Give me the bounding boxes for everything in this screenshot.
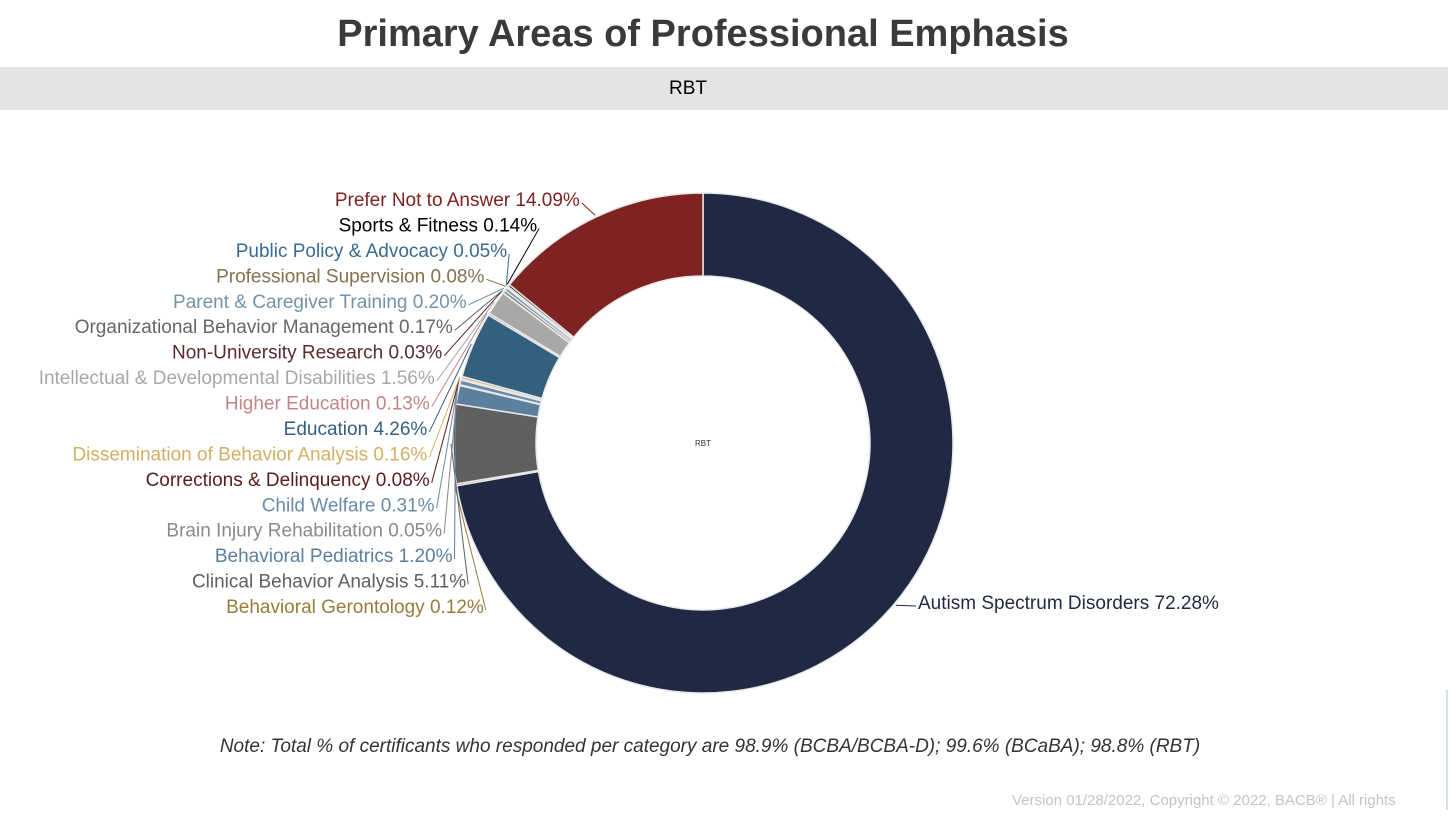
leader-line xyxy=(428,376,461,458)
value-label: 0.16% xyxy=(373,444,427,465)
slice-label: Sports & Fitness 0.14% xyxy=(339,215,538,236)
category-name: Higher Education xyxy=(225,394,371,415)
value-label: 0.17% xyxy=(399,317,453,338)
value-label: 0.05% xyxy=(453,241,507,262)
category-name: Sports & Fitness xyxy=(339,215,478,236)
leader-line xyxy=(454,289,503,331)
slice xyxy=(455,192,954,694)
category-name: Clinical Behavior Analysis xyxy=(192,572,409,593)
category-name: Behavioral Pediatrics xyxy=(215,546,393,567)
leader-line xyxy=(581,202,596,216)
slice-label: Corrections & Delinquency 0.08% xyxy=(146,470,430,491)
value-label: 4.26% xyxy=(373,419,427,440)
leader-line xyxy=(450,443,469,585)
value-label: 0.13% xyxy=(376,394,430,415)
value-label: 72.28% xyxy=(1155,593,1220,614)
leader-line xyxy=(468,287,505,306)
leader-line xyxy=(486,278,506,287)
value-label: 1.56% xyxy=(381,368,435,389)
footer: Version 01/28/2022, Copyright © 2022, BA… xyxy=(1012,792,1396,809)
category-name: Professional Supervision xyxy=(216,266,425,287)
category-name: Intellectual & Developmental Disabilitie… xyxy=(39,368,376,389)
category-name: Prefer Not to Answer xyxy=(335,190,511,211)
category-name: Corrections & Delinquency xyxy=(146,470,371,491)
slice-label: Public Policy & Advocacy 0.05% xyxy=(236,241,508,262)
subtitle-band xyxy=(0,67,1448,110)
subtitle: RBT xyxy=(669,78,707,99)
category-name: Autism Spectrum Disorders xyxy=(918,593,1149,614)
category-name: Behavioral Gerontology xyxy=(226,597,425,618)
category-name: Parent & Caregiver Training xyxy=(173,292,407,313)
leader-line xyxy=(436,381,460,509)
value-label: 1.20% xyxy=(399,546,453,567)
slice-label: Professional Supervision 0.08% xyxy=(216,266,484,287)
leader-line xyxy=(505,253,510,286)
value-label: 0.08% xyxy=(430,266,484,287)
slice xyxy=(508,192,704,339)
value-label: 0.20% xyxy=(413,292,467,313)
leader-line xyxy=(443,384,459,534)
slice-label: Behavioral Gerontology 0.12% xyxy=(226,597,484,618)
leader-line xyxy=(428,343,472,433)
slice-label: Education 4.26% xyxy=(284,419,428,440)
category-name: Organizational Behavior Management xyxy=(75,317,395,338)
value-label: 0.31% xyxy=(381,495,435,516)
slice-label: Brain Injury Rehabilitation 0.05% xyxy=(166,521,442,542)
leader-line xyxy=(443,291,502,356)
leader-line xyxy=(895,604,917,607)
leader-line xyxy=(506,228,540,285)
leader-line xyxy=(454,485,487,611)
category-name: Brain Injury Rehabilitation xyxy=(166,521,383,542)
chart-title: Primary Areas of Professional Emphasis xyxy=(337,13,1068,55)
center-label: RBT xyxy=(695,439,711,448)
slice-label: Intellectual & Developmental Disabilitie… xyxy=(39,368,435,389)
category-name: Non-University Research xyxy=(172,343,383,364)
leader-line xyxy=(431,378,460,483)
leader-line xyxy=(454,394,457,560)
category-name: Public Policy & Advocacy xyxy=(236,241,449,262)
value-label: 0.03% xyxy=(388,343,442,364)
leader-line xyxy=(431,312,488,407)
slice-label: Autism Spectrum Disorders 72.28% xyxy=(918,593,1219,614)
value-label: 5.11% xyxy=(414,572,467,593)
slice xyxy=(452,403,540,485)
slice-label: Prefer Not to Answer 14.09% xyxy=(335,190,580,211)
slice-label: Parent & Caregiver Training 0.20% xyxy=(173,292,467,313)
value-label: 14.09% xyxy=(515,190,580,211)
slice-label: Behavioral Pediatrics 1.20% xyxy=(215,546,453,567)
leader-line xyxy=(436,301,495,382)
slice-label: Clinical Behavior Analysis 5.11% xyxy=(192,572,466,593)
slice-label: Non-University Research 0.03% xyxy=(172,343,442,364)
category-name: Education xyxy=(284,419,369,440)
slice-label: Higher Education 0.13% xyxy=(225,394,430,415)
slice-label: Dissemination of Behavior Analysis 0.16% xyxy=(72,444,427,465)
category-name: Dissemination of Behavior Analysis xyxy=(72,444,368,465)
value-label: 0.05% xyxy=(388,521,442,542)
slice-label: Child Welfare 0.31% xyxy=(262,495,435,516)
value-label: 0.08% xyxy=(376,470,430,491)
slice-label: Organizational Behavior Management 0.17% xyxy=(75,317,453,338)
value-label: 0.12% xyxy=(430,597,484,618)
note: Note: Total % of certificants who respon… xyxy=(220,736,1200,757)
value-label: 0.14% xyxy=(483,215,537,236)
category-name: Child Welfare xyxy=(262,495,376,516)
